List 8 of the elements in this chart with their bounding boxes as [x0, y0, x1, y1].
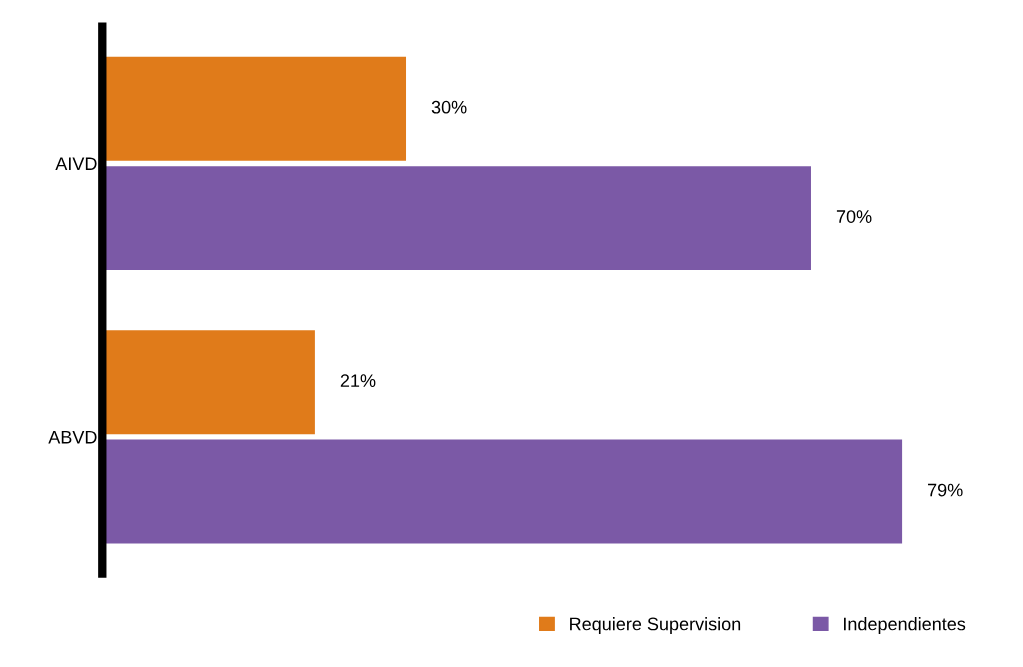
y-tick-label: ABVD [48, 431, 97, 444]
data-label: 30% [431, 100, 467, 114]
data-label: 21% [340, 374, 376, 387]
data-label: 70% [836, 210, 872, 223]
legend-label: Independientes [844, 617, 966, 634]
legend-label: Requiere Supervision [570, 617, 741, 634]
y-tick-label: AIVD [55, 157, 97, 170]
data-label: 79% [928, 483, 963, 497]
